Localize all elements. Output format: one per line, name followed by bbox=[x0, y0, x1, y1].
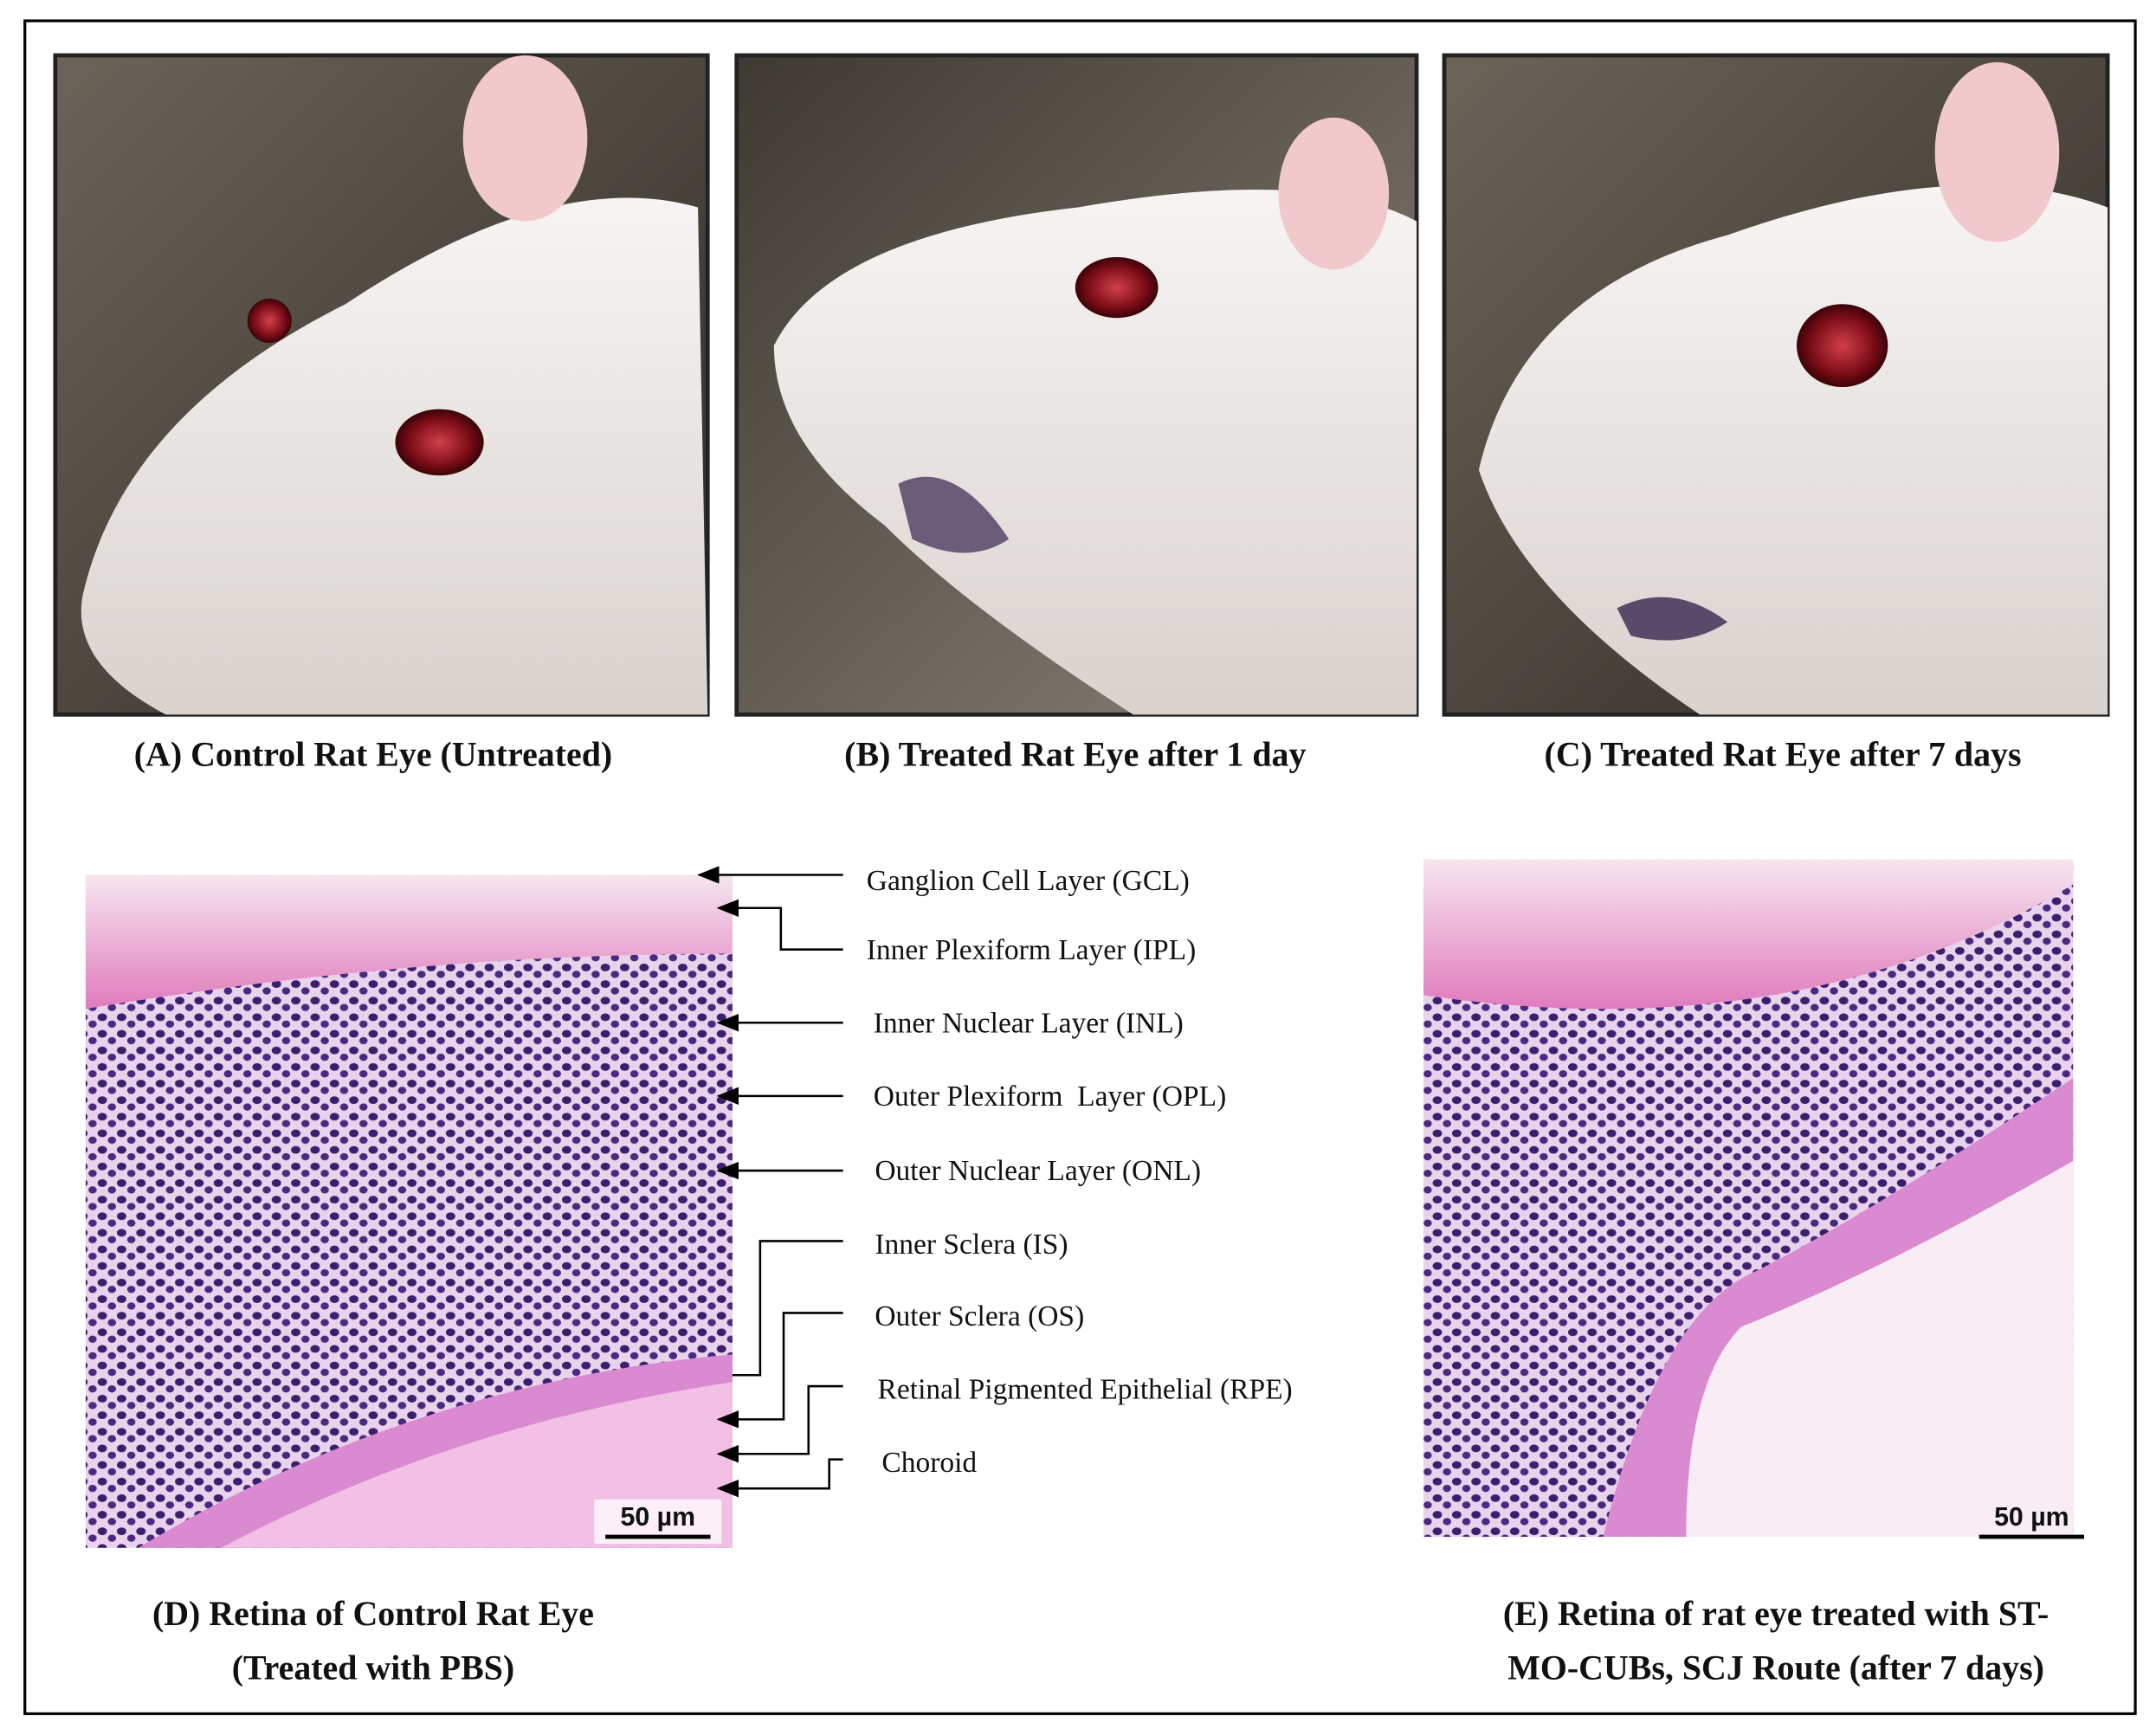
scale-bar-label: 50 µm bbox=[1994, 1503, 2069, 1532]
caption: MO-CUBs, SCJ Route (after 7 days) bbox=[1507, 1648, 2044, 1687]
layer-label: Inner Plexiform Layer (IPL) bbox=[867, 934, 1196, 966]
layer-label: Outer Nuclear Layer (ONL) bbox=[875, 1155, 1201, 1187]
layer-label: Outer Plexiform Layer (OPL) bbox=[874, 1081, 1226, 1113]
layer-label: Inner Nuclear Layer (INL) bbox=[874, 1007, 1184, 1039]
histology-e bbox=[1423, 859, 2074, 1538]
photo-c bbox=[1442, 53, 2110, 717]
caption: (B) Treated Rat Eye after 1 day bbox=[844, 734, 1306, 773]
leader-lines bbox=[697, 866, 843, 1498]
photo-a bbox=[53, 53, 710, 717]
caption: (D) Retina of Control Rat Eye bbox=[152, 1594, 594, 1633]
layer-label: Outer Sclera (OS) bbox=[875, 1300, 1084, 1332]
layer-label: Retinal Pigmented Epithelial (RPE) bbox=[878, 1373, 1293, 1405]
caption: (A) Control Rat Eye (Untreated) bbox=[134, 734, 612, 773]
histology-d bbox=[85, 874, 733, 1548]
caption: (E) Retina of rat eye treated with ST- bbox=[1503, 1594, 2049, 1633]
caption: (C) Treated Rat Eye after 7 days bbox=[1545, 734, 2022, 773]
layer-label: Inner Sclera (IS) bbox=[875, 1229, 1068, 1261]
photo-b bbox=[734, 53, 1419, 717]
scale-bar-label: 50 µm bbox=[620, 1503, 695, 1532]
caption: (Treated with PBS) bbox=[232, 1648, 515, 1687]
layer-label: Ganglion Cell Layer (GCL) bbox=[867, 865, 1190, 897]
layer-label: Choroid bbox=[881, 1447, 977, 1479]
